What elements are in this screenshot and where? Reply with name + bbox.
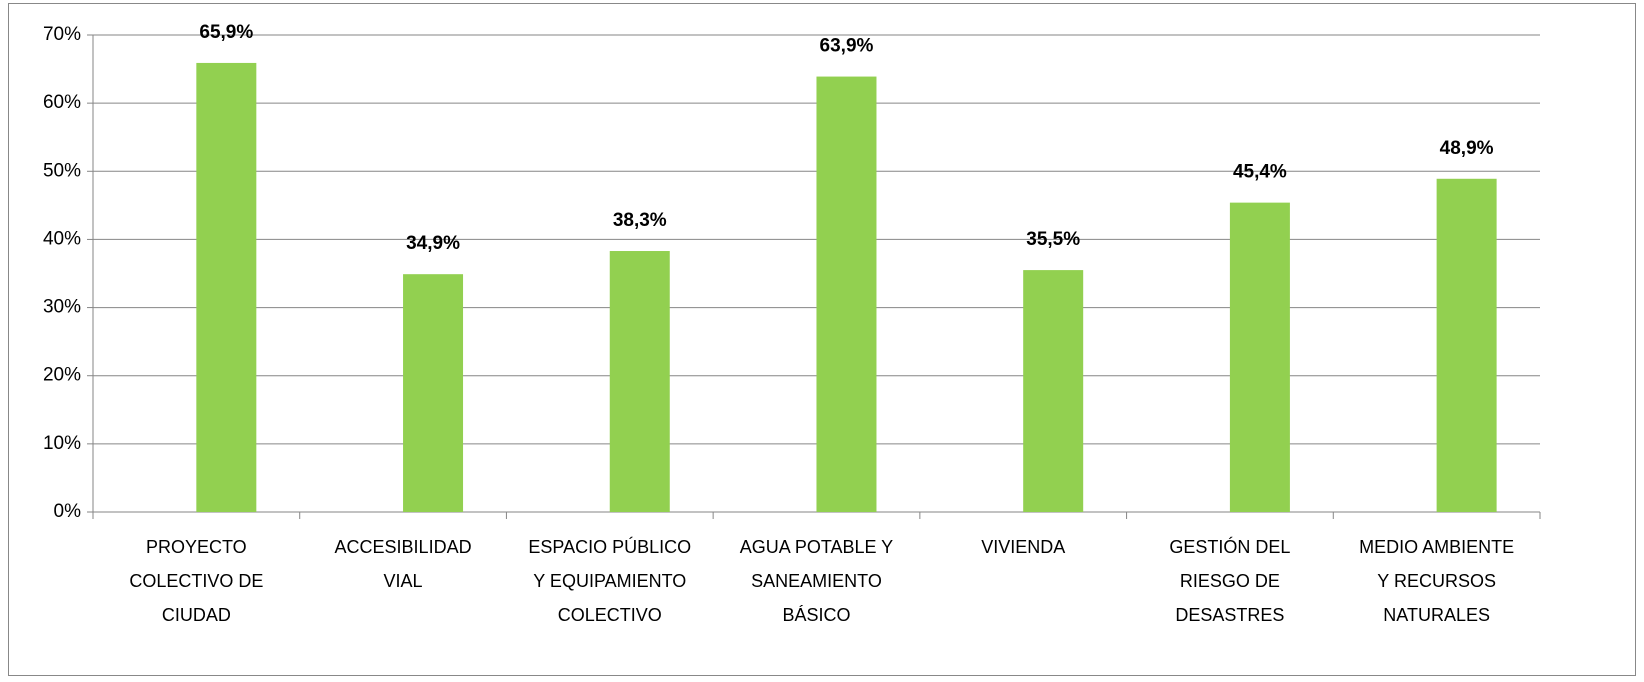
x-tick-label: ESPACIO PÚBLICO Y EQUIPAMIENTO COLECTIVO	[528, 537, 692, 625]
x-tick-label: MEDIO AMBIENTE Y RECURSOS NATURALES	[1359, 537, 1515, 625]
data-label: 34,9%	[406, 233, 460, 254]
y-tick-label: 30%	[43, 297, 81, 318]
bar	[816, 76, 877, 513]
y-tick-label: 0%	[54, 501, 82, 522]
x-tick-label: PROYECTO COLECTIVO DE CIUDAD	[129, 537, 264, 625]
data-label: 48,9%	[1440, 138, 1494, 159]
data-label: 35,5%	[1026, 229, 1080, 250]
x-tick-label: GESTIÓN DEL RIESGO DE DESASTRES	[1169, 537, 1291, 625]
bar	[1229, 202, 1290, 513]
y-tick-label: 60%	[43, 92, 81, 113]
data-label: 38,3%	[613, 210, 667, 231]
y-tick-label: 70%	[43, 24, 81, 45]
data-label: 65,9%	[199, 22, 253, 43]
y-tick-label: 50%	[43, 160, 81, 181]
bar	[609, 251, 670, 512]
y-tick-label: 40%	[43, 228, 81, 249]
data-label: 45,4%	[1233, 162, 1287, 183]
y-tick-label: 10%	[43, 433, 81, 454]
bar	[1436, 178, 1497, 512]
y-tick-label: 20%	[43, 365, 81, 386]
x-tick-label: ACCESIBILIDAD VIAL	[334, 537, 472, 591]
x-tick-label: AGUA POTABLE Y SANEAMIENTO BÁSICO	[739, 537, 894, 625]
data-label: 63,9%	[820, 36, 874, 57]
bar	[403, 274, 464, 512]
x-tick-label: VIVIENDA	[981, 537, 1066, 557]
bar	[1023, 270, 1084, 512]
bar	[196, 62, 257, 513]
